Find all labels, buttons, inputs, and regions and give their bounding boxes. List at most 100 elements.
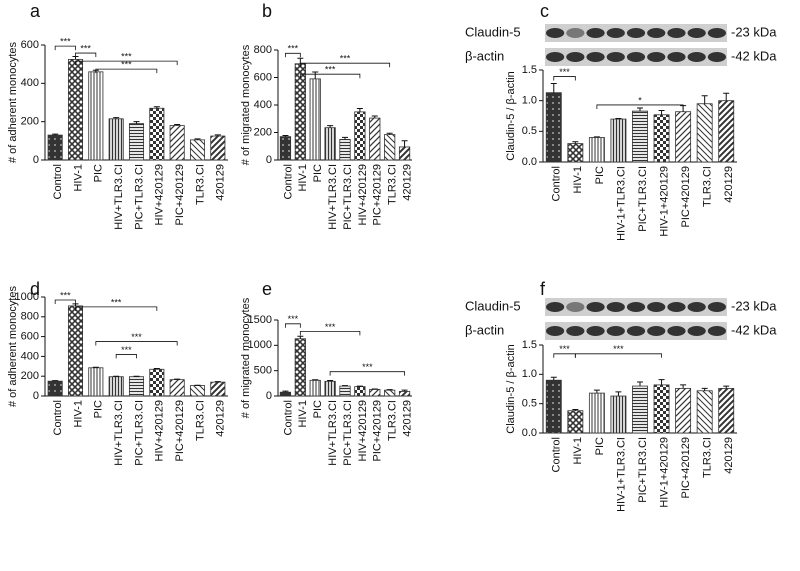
x-tick-label: PIC <box>594 166 606 184</box>
bar <box>67 58 84 161</box>
significance-label: *** <box>325 322 336 332</box>
significance-bracket <box>553 353 576 358</box>
error-bar <box>133 121 140 124</box>
blot-band <box>707 28 726 38</box>
bar <box>369 389 381 397</box>
x-tick-label: Control <box>52 400 64 435</box>
significance-label: *** <box>60 290 71 300</box>
bar <box>189 385 206 397</box>
x-tick-label: Control <box>282 164 294 199</box>
x-tick-label: TLR3.CI <box>702 437 714 478</box>
x-tick-label: Control <box>282 400 294 435</box>
x-tick-label: HIV-1+TLR3.CI <box>615 437 627 512</box>
panel-label: d <box>30 279 40 299</box>
bar <box>169 379 185 397</box>
error-bar <box>174 378 181 380</box>
bar <box>384 389 396 397</box>
significance-label: *** <box>325 65 336 75</box>
blot-band <box>546 52 565 62</box>
bar <box>354 111 366 161</box>
blot-band <box>546 326 565 336</box>
significance-label: *** <box>559 344 570 354</box>
blot-band <box>647 28 666 38</box>
bar <box>718 100 735 163</box>
y-tick-label: 400 <box>254 99 272 111</box>
significance-bracket <box>95 68 158 74</box>
blot-label: Claudin-5 <box>465 298 521 313</box>
x-tick-label: HIV-1 <box>72 164 84 192</box>
blot-label: β-actin <box>465 322 504 337</box>
error-bar <box>356 107 363 112</box>
y-axis-label: # of migrated monocytes <box>240 297 252 418</box>
y-tick-label: 800 <box>254 44 272 56</box>
error-bar <box>312 379 319 381</box>
blot-band <box>626 326 646 336</box>
blot-label: Claudin-5 <box>465 24 521 39</box>
bar <box>718 388 735 434</box>
x-tick-label: 420129 <box>401 164 413 201</box>
error-bar <box>637 381 643 387</box>
y-tick-label: 0 <box>33 154 39 166</box>
y-tick-label: 1.5 <box>522 339 537 351</box>
blot-band <box>667 52 686 62</box>
bar <box>632 385 648 434</box>
blot-band <box>647 52 666 62</box>
significance-bracket <box>95 341 178 346</box>
error-bar <box>550 82 557 93</box>
error-bar <box>327 380 334 382</box>
blot-band <box>687 302 706 312</box>
bar <box>189 139 206 161</box>
significance-label: *** <box>559 67 570 77</box>
y-tick-label: 400 <box>21 77 39 89</box>
significance-label: *** <box>121 51 132 61</box>
x-tick-label: PIC+420129 <box>174 400 186 461</box>
y-tick-label: 600 <box>21 39 39 51</box>
y-tick-label: 1.5 <box>522 64 537 76</box>
bar <box>149 368 165 397</box>
y-tick-label: 0.0 <box>522 427 537 439</box>
x-tick-label: PIC <box>312 400 324 418</box>
significance-bracket <box>285 323 301 328</box>
bar <box>588 392 605 434</box>
blot-band <box>566 28 585 38</box>
significance-bracket <box>54 45 76 51</box>
blot-band <box>586 52 605 62</box>
blot-band <box>707 326 726 336</box>
y-axis-label: # of adherent monocytes <box>7 285 19 407</box>
bar <box>210 381 226 397</box>
bar <box>149 107 165 161</box>
x-tick-label: HIV-1+420129 <box>658 166 670 237</box>
y-axis-label: # of adherent monocytes <box>7 41 19 163</box>
y-tick-label: 0 <box>33 390 39 402</box>
blot-band <box>647 326 666 336</box>
x-tick-label: HIV-1 <box>572 437 584 465</box>
bar <box>675 111 692 163</box>
error-bar <box>680 384 687 389</box>
error-bar <box>153 106 160 109</box>
x-tick-label: TLR3.CI <box>387 164 399 205</box>
x-tick-label: HIV+420129 <box>154 400 166 461</box>
bar <box>108 118 124 161</box>
x-tick-label: PIC+TLR3.CI <box>637 166 649 232</box>
blot-band <box>566 52 585 62</box>
x-tick-label: PIC+TLR3.CI <box>342 164 354 230</box>
bar <box>398 391 411 397</box>
bar <box>210 135 226 161</box>
error-bar <box>194 138 201 140</box>
y-tick-label: 0.5 <box>522 398 537 410</box>
x-tick-label: Control <box>551 437 563 472</box>
significance-bracket <box>299 331 361 336</box>
y-tick-label: 200 <box>254 126 272 138</box>
error-bar <box>174 124 181 126</box>
blot-band <box>687 326 706 336</box>
error-bar <box>297 335 304 339</box>
x-tick-label: PIC+TLR3.CI <box>637 437 649 503</box>
significance-bracket <box>54 299 76 304</box>
bar <box>47 380 63 397</box>
x-tick-label: HIV-1+TLR3.CI <box>615 166 627 241</box>
bar <box>384 134 396 161</box>
x-tick-label: PIC+TLR3.CI <box>133 164 145 230</box>
blot-band <box>667 302 686 312</box>
blot-band <box>606 52 625 62</box>
